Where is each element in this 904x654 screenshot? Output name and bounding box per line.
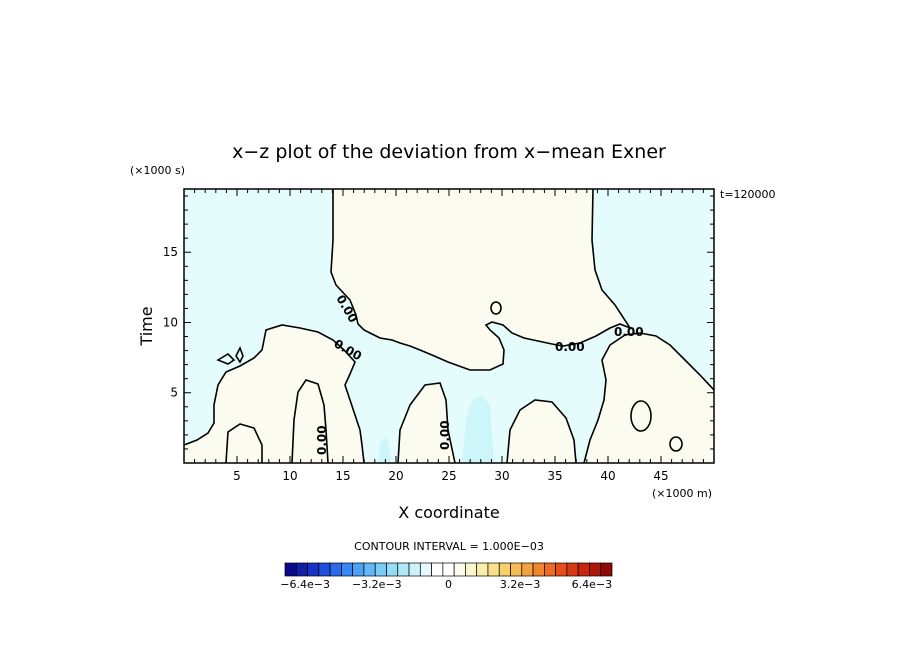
- contour-interval: CONTOUR INTERVAL = 1.000E−03: [354, 540, 544, 553]
- contour-closed-small: [490, 301, 502, 315]
- contour-line: [216, 352, 236, 365]
- axis-tick-labels: 5 10 15 20 25 30 35 40 45 5 10 15: [163, 245, 669, 483]
- contour-label: 0.00: [438, 420, 452, 450]
- plot-area: 0.00 0.00 0.00 0.00 0.00 0.00 5 10 15 20 25 3…: [163, 188, 715, 483]
- colorbar-cell: [442, 562, 455, 577]
- time-stamp: t=120000: [720, 188, 776, 201]
- y-tick-label: 10: [163, 315, 178, 329]
- contour-line: [183, 324, 365, 464]
- contour-line: [225, 423, 263, 464]
- positive-pocket-4: [226, 424, 262, 463]
- positive-region-upper: [331, 189, 630, 370]
- colorbar-cell: [318, 562, 331, 577]
- contour-label: 0.00: [315, 425, 329, 455]
- contour-line: [235, 346, 244, 364]
- colorbar-cell: [521, 562, 534, 577]
- x-tick-label: 15: [335, 469, 350, 483]
- y-axis-label: Time: [137, 306, 156, 346]
- positive-pocket-1: [292, 380, 328, 463]
- contour-line: [583, 332, 715, 464]
- contour-closed-right-2: [669, 436, 683, 452]
- colorbar-cell: [589, 562, 602, 577]
- colorbar-cell: [431, 562, 444, 577]
- y-tick-label: 15: [163, 245, 178, 259]
- contour-line: [397, 382, 456, 464]
- colorbar-cell: [532, 562, 545, 577]
- chart-title: x−z plot of the deviation from x−mean Ex…: [232, 141, 666, 163]
- colorbar-cell: [329, 562, 342, 577]
- contour-line: [506, 399, 577, 464]
- x-tick-label: 5: [233, 469, 241, 483]
- x-tick-label: 20: [388, 469, 403, 483]
- colorbar-cell: [543, 562, 556, 577]
- colorbar-cell: [453, 562, 466, 577]
- colorbar-cell: [555, 562, 568, 577]
- contour-line: [330, 188, 633, 371]
- contour-label: 0.00: [614, 325, 644, 339]
- x-tick-label: 10: [282, 469, 297, 483]
- colorbar-cell: [600, 562, 613, 577]
- x-tick-label: 45: [653, 469, 668, 483]
- colorbar-cell: [408, 562, 421, 577]
- colorbar-cell: [352, 562, 365, 577]
- contour-labels: 0.00 0.00 0.00 0.00 0.00 0.00: [315, 293, 644, 456]
- colorbar-cell: [487, 562, 500, 577]
- colorbar-cell: [476, 562, 489, 577]
- colorbar-cell: [465, 562, 478, 577]
- colorbar-tick-label: 6.4e−3: [572, 578, 612, 591]
- x-tick-label: 35: [547, 469, 562, 483]
- colorbar-cell: [307, 562, 320, 577]
- colorbar-tick-label: −3.2e−3: [352, 578, 402, 591]
- contour-line: [291, 379, 329, 464]
- axis-ticks: [184, 189, 714, 463]
- positive-pocket-3: [507, 400, 576, 463]
- colorbar-cell: [419, 562, 432, 577]
- colorbar-cell: [498, 562, 511, 577]
- y-unit-label: (×1000 s): [130, 164, 185, 177]
- x-tick-label: 40: [600, 469, 615, 483]
- colorbar-cell: [566, 562, 579, 577]
- contour-closed-right-1: [630, 400, 652, 432]
- colorbar-tick-label: 0: [445, 578, 452, 591]
- x-tick-label: 30: [494, 469, 509, 483]
- colorbar-tick-label: −6.4e−3: [280, 578, 330, 591]
- colorbar-cell: [397, 562, 410, 577]
- y-tick-label: 5: [170, 386, 178, 400]
- contour-lines: [183, 188, 715, 464]
- colorbar-tick-label: 3.2e−3: [500, 578, 540, 591]
- colorbar-cell: [386, 562, 399, 577]
- colorbar-cell: [284, 562, 297, 577]
- colorbar-cell: [374, 562, 387, 577]
- colorbar-cell: [577, 562, 590, 577]
- colorbar-cell: [510, 562, 523, 577]
- colorbar-cell: [295, 562, 308, 577]
- colorbar-cell: [341, 562, 354, 577]
- colorbar-cell: [363, 562, 376, 577]
- x-tick-label: 25: [441, 469, 456, 483]
- x-axis-label: X coordinate: [398, 503, 499, 522]
- colorbar-labels: −6.4e−3 −3.2e−3 0 3.2e−3 6.4e−3: [280, 578, 612, 591]
- negative-patch-1: [462, 396, 494, 463]
- colorbar: [284, 562, 613, 577]
- contour-label: 0.00: [555, 340, 585, 354]
- x-unit-label: (×1000 m): [652, 487, 712, 500]
- positive-region-right: [584, 333, 714, 463]
- negative-patch-2: [378, 436, 390, 463]
